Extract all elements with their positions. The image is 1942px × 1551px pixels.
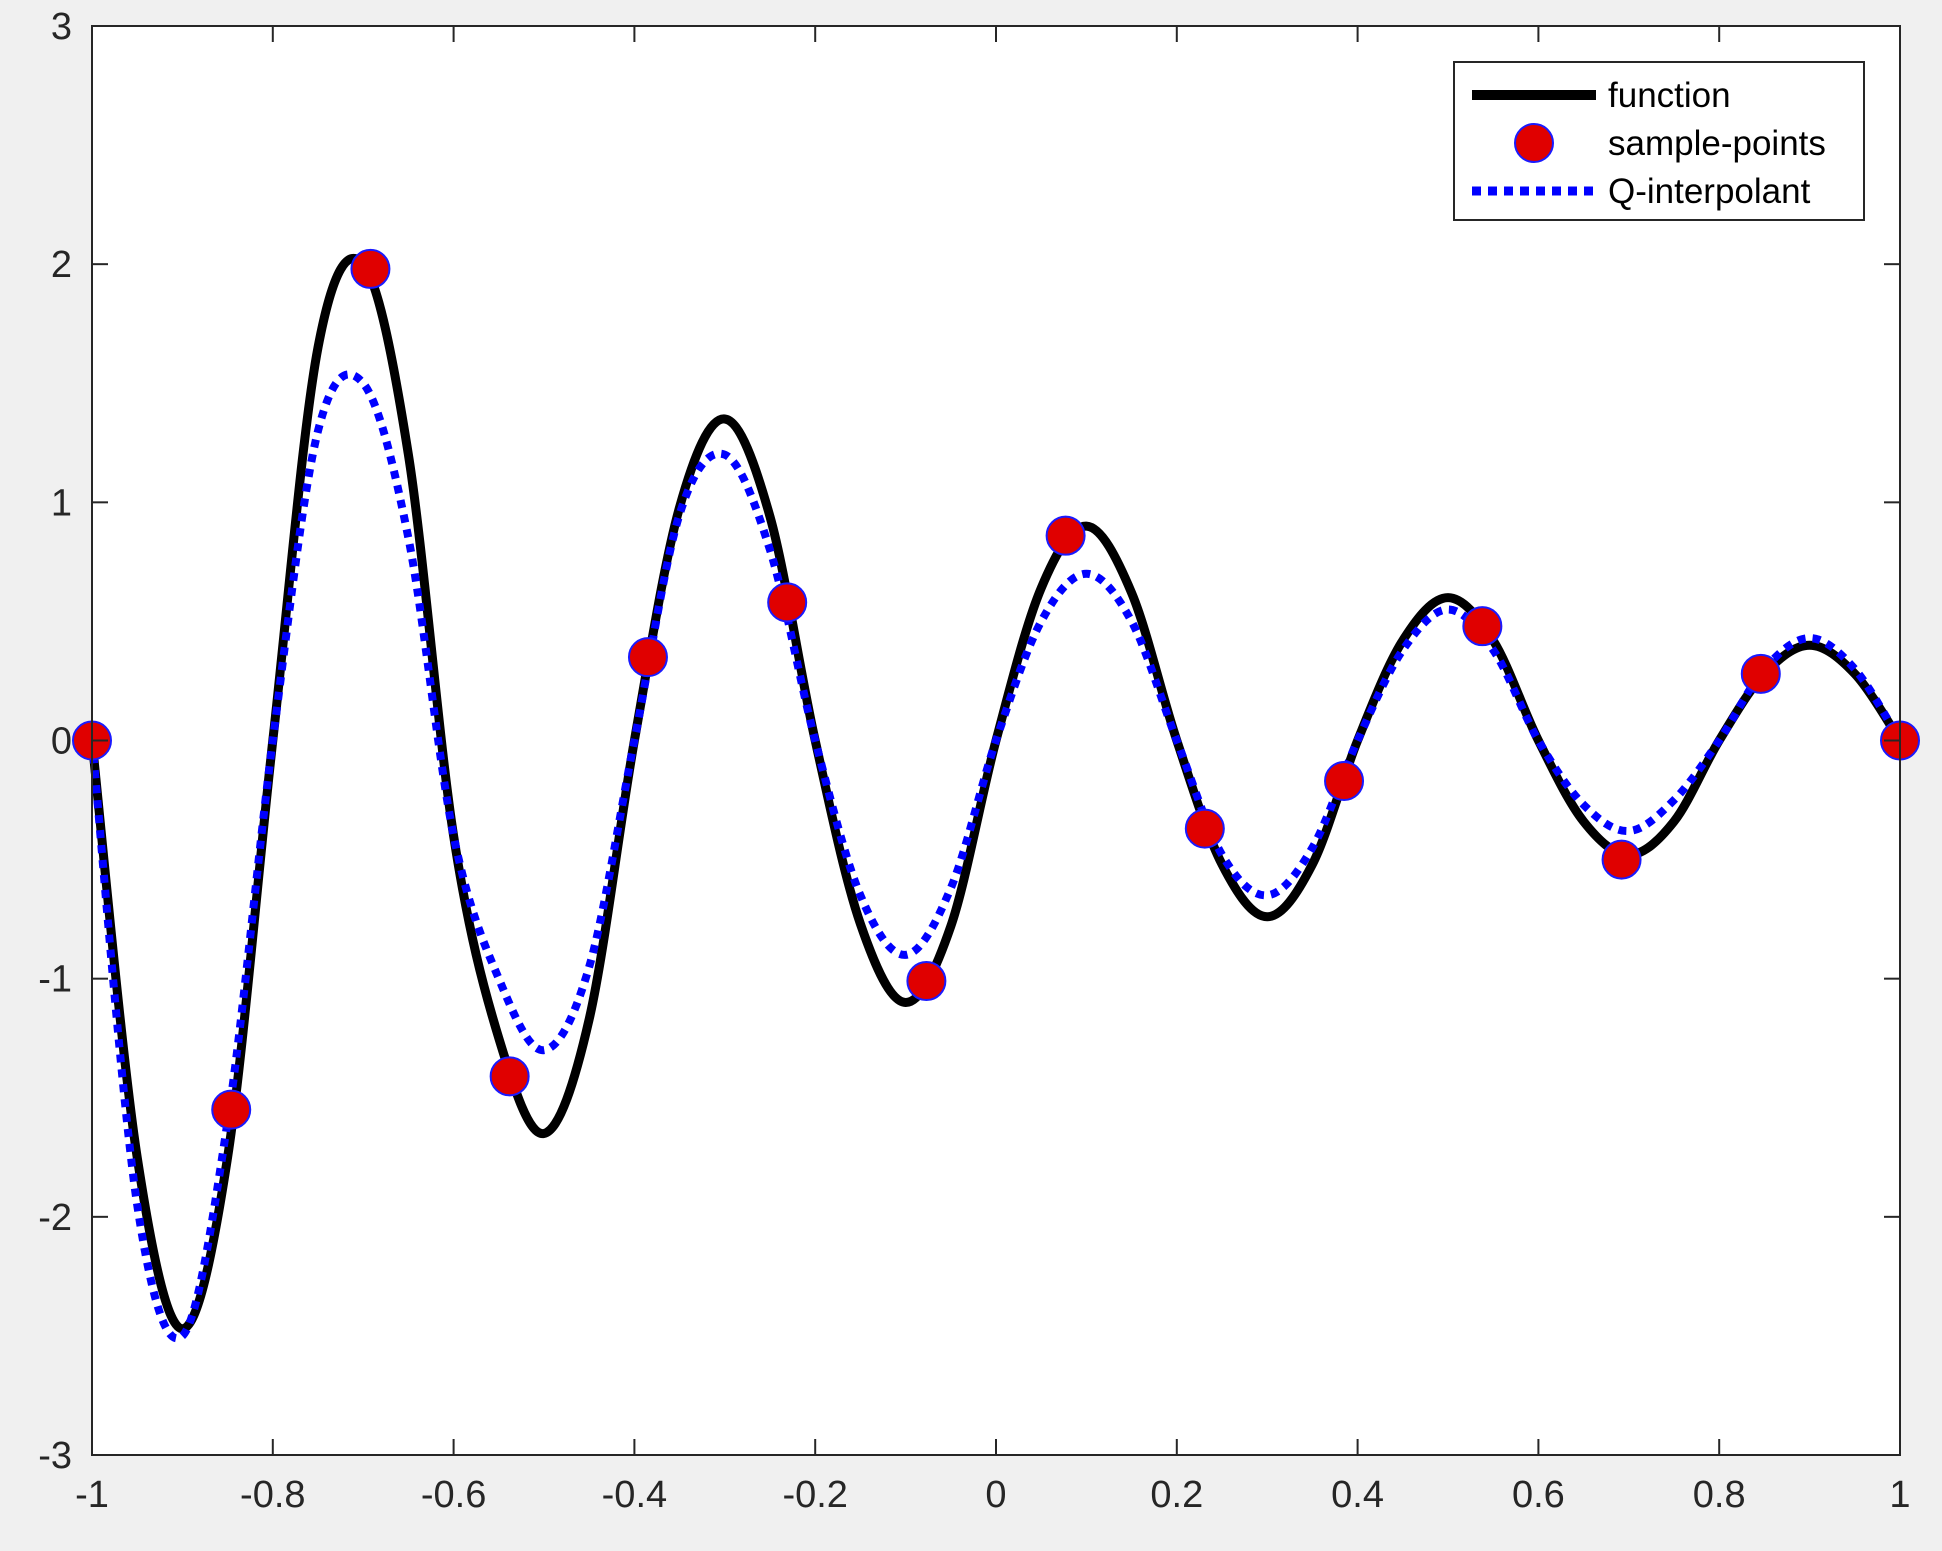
y-tick-label: -1 bbox=[38, 959, 72, 1001]
sample-point bbox=[1601, 839, 1642, 880]
x-tick-label: 0.6 bbox=[1512, 1474, 1565, 1516]
sample-point bbox=[627, 637, 668, 678]
sample-point bbox=[906, 961, 947, 1002]
x-tick-label: -0.6 bbox=[421, 1474, 486, 1516]
y-tick-label: 3 bbox=[51, 6, 72, 48]
x-tick-label: 0.4 bbox=[1331, 1474, 1384, 1516]
sample-point bbox=[1324, 760, 1365, 801]
legend-label: function bbox=[1608, 76, 1731, 115]
sample-point bbox=[1184, 808, 1225, 849]
x-tick-label: 0 bbox=[985, 1474, 1006, 1516]
x-tick-label: 0.8 bbox=[1693, 1474, 1746, 1516]
series-line-q-interpolant bbox=[88, 370, 1904, 1343]
y-tick-label: -2 bbox=[38, 1197, 72, 1239]
sample-point bbox=[489, 1056, 530, 1097]
y-tick-label: 2 bbox=[51, 244, 72, 286]
sample-point bbox=[211, 1089, 252, 1130]
sample-point bbox=[1740, 653, 1781, 694]
x-tick-label: 1 bbox=[1889, 1474, 1910, 1516]
sample-point bbox=[1045, 515, 1086, 556]
y-tick-label: 0 bbox=[51, 721, 72, 763]
legend: function sample-points Q-interpolant bbox=[1453, 61, 1865, 221]
x-tick-label: -0.8 bbox=[240, 1474, 305, 1516]
sample-point bbox=[350, 248, 391, 289]
x-tick-label: -0.2 bbox=[782, 1474, 847, 1516]
x-tick-label: -0.4 bbox=[602, 1474, 667, 1516]
series-layer bbox=[72, 248, 1920, 1343]
y-tick-label: -3 bbox=[38, 1435, 72, 1477]
plot-area: -1 -0.8 -0.6 -0.4 -0.2 0 0.2 0.4 0.6 0.8 1 -3 -2 -1 0 1… bbox=[38, 6, 1920, 1516]
x-tick-label: 0.2 bbox=[1150, 1474, 1203, 1516]
x-tick-label: -1 bbox=[75, 1474, 109, 1516]
sample-point bbox=[1462, 606, 1503, 647]
y-tick-label: 1 bbox=[51, 482, 72, 524]
ticks-layer: -1 -0.8 -0.6 -0.4 -0.2 0 0.2 0.4 0.6 0.8 1 -3 -2 -1 0 1… bbox=[38, 6, 1910, 1516]
legend-label: sample-points bbox=[1608, 124, 1826, 163]
sample-point bbox=[767, 582, 808, 623]
legend-swatch-sample-points bbox=[1514, 123, 1554, 163]
legend-label: Q-interpolant bbox=[1608, 172, 1811, 211]
